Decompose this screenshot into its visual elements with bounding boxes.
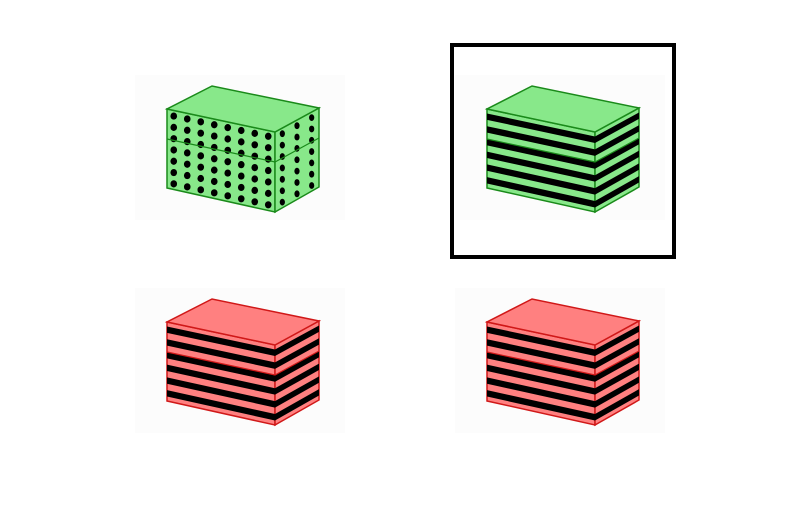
box-illustration (455, 288, 665, 433)
option-box-green-dotted[interactable] (135, 75, 345, 220)
box-illustration (135, 288, 345, 433)
box-illustration (135, 75, 345, 220)
option-box-green-striped[interactable] (455, 75, 665, 220)
box-illustration (455, 75, 665, 220)
option-box-red-striped-right[interactable] (455, 288, 665, 433)
option-box-red-striped-left[interactable] (135, 288, 345, 433)
